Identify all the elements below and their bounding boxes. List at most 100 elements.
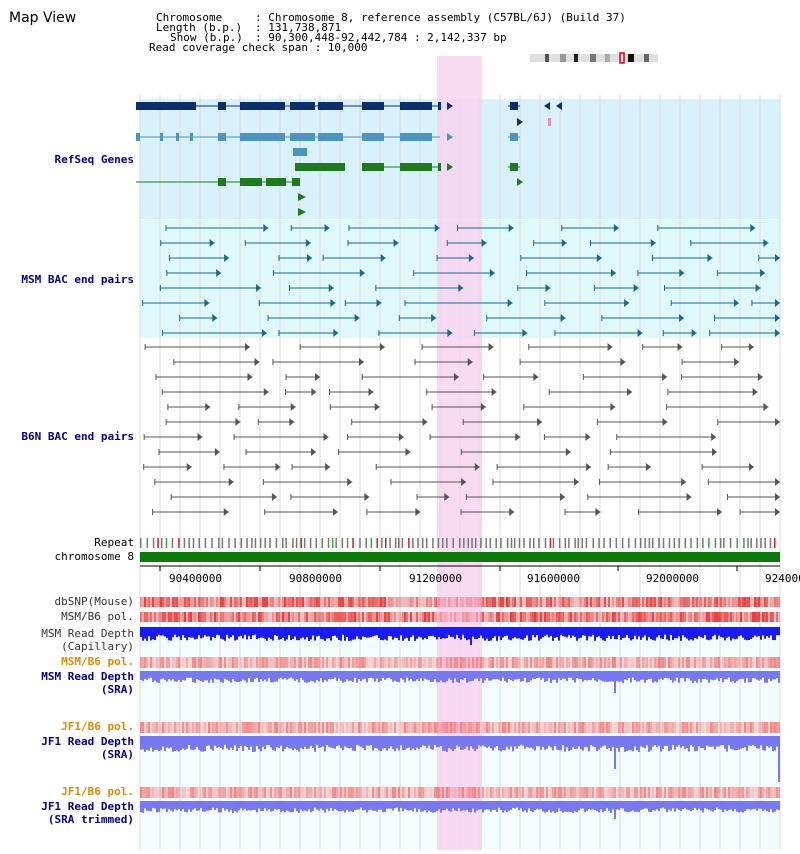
msm-sra-depth — [752, 671, 754, 679]
msm-pol2-heat — [414, 657, 416, 668]
dbsnp-heat — [616, 597, 618, 607]
msm-pol-heat — [156, 612, 158, 622]
msm-bac-pair-end — [561, 239, 567, 247]
msm-pol-heat — [554, 612, 556, 622]
msm-cap-depth — [366, 627, 368, 638]
msm-cap-depth — [420, 627, 422, 638]
jf1-pol-heat — [476, 722, 478, 733]
msm-bac-pair-end — [224, 254, 230, 262]
dbsnp-heat — [154, 597, 156, 607]
jf1-pol2-heat — [544, 787, 546, 798]
msm-cap-depth — [628, 627, 630, 639]
jf1-pol2-heat — [704, 787, 706, 798]
jf1-sra-depth — [358, 736, 360, 746]
jf1-sra-depth — [200, 736, 202, 752]
msm-bac-pair-end — [507, 299, 513, 307]
msm-pol-heat — [422, 612, 424, 622]
msm-pol-heat — [366, 612, 368, 622]
jf1-sra-depth — [552, 736, 554, 751]
repeat-mark — [662, 538, 665, 548]
jf1-pol2-heat — [356, 787, 358, 798]
jf1-sra-depth — [308, 736, 310, 749]
jf1-sra-depth — [486, 736, 488, 748]
msm-pol2-heat — [446, 657, 448, 668]
jf1-pol-heat — [438, 722, 440, 733]
msm-pol2-heat — [262, 657, 264, 668]
msm-cap-depth — [504, 627, 506, 637]
msm-pol-heat — [504, 612, 506, 622]
jf1-pol-heat — [670, 722, 672, 733]
msm-cap-depth — [668, 627, 670, 641]
jf1-sra-depth — [582, 736, 584, 751]
jf1-pol-heat — [326, 722, 328, 733]
msm-pol-heat — [510, 612, 512, 622]
msm-cap-depth — [650, 627, 652, 640]
jf1-trim-depth — [262, 801, 264, 812]
msm-cap-depth — [772, 627, 774, 641]
dbsnp-heat — [640, 597, 642, 607]
b6n-bac-pair-end — [364, 493, 370, 501]
msm-pol-heat — [724, 612, 726, 622]
jf1-pol2-heat — [192, 787, 194, 798]
msm-cap-depth — [180, 627, 182, 641]
dbsnp-heat — [364, 597, 366, 607]
jf1-trim-depth — [490, 801, 492, 812]
repeat-mark — [315, 538, 317, 548]
b6n-bac-pair-end — [247, 373, 253, 381]
b6n-bac-pair-end — [290, 403, 296, 411]
jf1-trim-depth — [196, 801, 198, 811]
jf1-trim-depth — [494, 801, 496, 810]
jf1-trim-depth — [594, 801, 596, 811]
msm-sra-depth — [468, 671, 470, 682]
msm-pol-heat — [244, 612, 246, 622]
dbsnp-heat — [684, 597, 686, 607]
msm-pol-heat — [266, 612, 268, 622]
jf1-pol-heat — [250, 722, 252, 733]
jf1-pol2-heat — [450, 787, 452, 798]
dbsnp-heat — [140, 597, 142, 607]
msm-pol2-heat — [512, 657, 514, 668]
msm-pol2-heat — [626, 657, 628, 668]
jf1-pol-heat — [740, 722, 742, 733]
b6n-bac-pair-end — [748, 463, 754, 471]
repeat-mark — [228, 538, 230, 548]
jf1-sra-depth — [150, 736, 152, 748]
msm-pol2-heat — [466, 657, 468, 668]
jf1-pol-heat — [334, 722, 336, 733]
msm-pol2-heat — [394, 657, 396, 668]
msm-pol-heat — [332, 612, 334, 622]
jf1-sra-depth — [634, 736, 636, 747]
repeat-mark — [417, 538, 419, 548]
dbsnp-heat — [494, 597, 496, 607]
msm-pol-heat — [720, 612, 722, 622]
track-label-b6n-bac[interactable]: B6N BAC end pairs — [21, 430, 134, 443]
jf1-sra-depth — [142, 736, 144, 750]
jf1-trim-depth — [320, 801, 322, 809]
jf1-sra-depth — [564, 736, 566, 752]
jf1-trim-depth — [166, 801, 168, 813]
dbsnp-heat — [278, 597, 280, 607]
jf1-pol2-heat — [772, 787, 774, 798]
b6n-bac-pair-end — [368, 388, 374, 396]
jf1-pol-heat — [602, 722, 604, 733]
dbsnp-heat — [630, 597, 632, 607]
jf1-sra-depth — [714, 736, 716, 750]
dbsnp-heat — [352, 597, 354, 607]
msm-sra-depth — [678, 671, 680, 683]
track-label-msm-bac[interactable]: MSM BAC end pairs — [21, 273, 134, 286]
dbsnp-heat — [598, 597, 600, 607]
jf1-pol-heat — [304, 722, 306, 733]
jf1-pol-heat — [776, 722, 778, 733]
dbsnp-heat — [528, 597, 530, 607]
jf1-pol-heat — [208, 722, 210, 733]
jf1-pol2-heat — [644, 787, 646, 798]
msm-pol2-heat — [234, 657, 236, 668]
dbsnp-heat — [350, 597, 352, 607]
jf1-trim-depth — [342, 801, 344, 811]
msm-pol2-heat — [336, 657, 338, 668]
jf1-sra-depth — [604, 736, 606, 746]
track-label-refseq[interactable]: RefSeq Genes — [54, 153, 134, 166]
jf1-sra-depth — [162, 736, 164, 747]
